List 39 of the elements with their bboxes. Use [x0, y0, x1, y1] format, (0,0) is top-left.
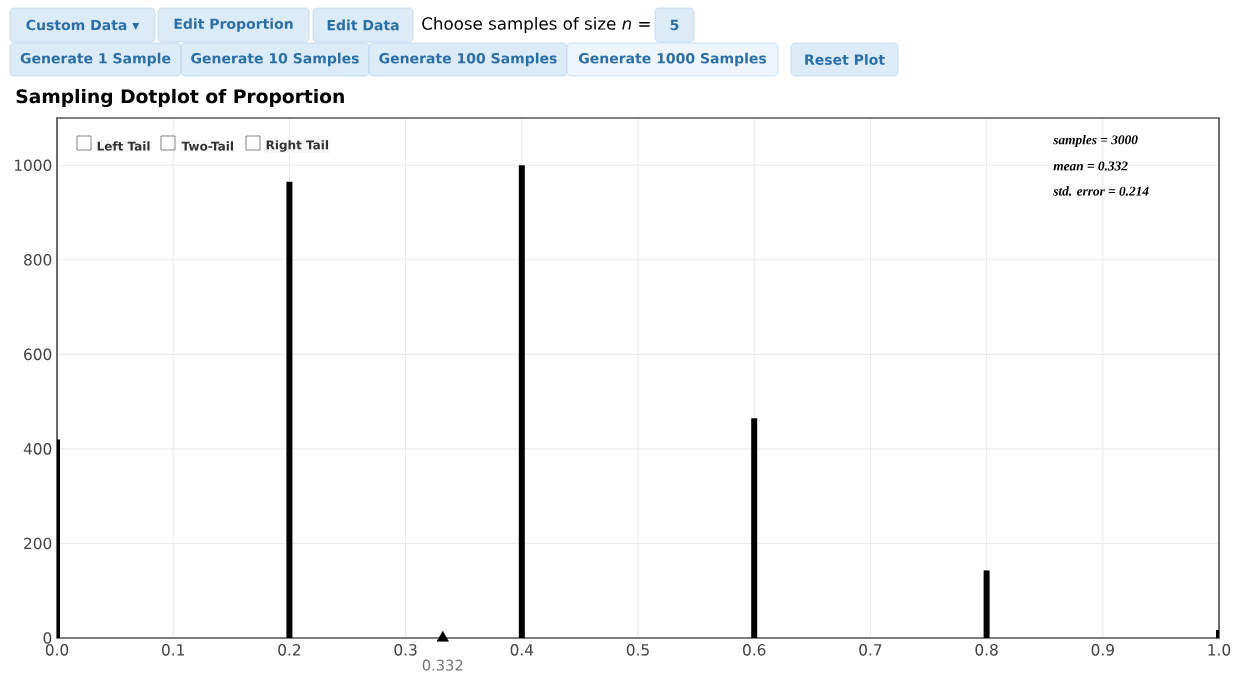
annotation: 0.332: [422, 659, 463, 671]
text: Reset Plot: [805, 54, 885, 65]
text: Choose samples of size n =: [422, 16, 650, 34]
y-tick-label: 0: [43, 632, 52, 644]
text: Generate 10 Samples: [191, 52, 359, 67]
text: 5: [670, 19, 679, 31]
bar: [286, 181, 293, 638]
x-tick-label: 0.7: [859, 644, 882, 656]
x-tick-label: 0.1: [162, 644, 184, 656]
annotation: mean = 0.332: [1053, 161, 1128, 171]
x-tick-label: 0.4: [510, 644, 534, 656]
chart-title: Sampling Dotplot of Proportion: [16, 88, 344, 108]
text: Generate 1 Sample: [20, 52, 171, 67]
y-tick-label: 400: [23, 443, 52, 455]
x-tick-label: 0.2: [278, 644, 301, 656]
y-tick-label: 200: [24, 537, 52, 550]
annotation: std. error = 0.214: [1053, 186, 1149, 196]
text: Generate 100 Samples: [379, 52, 557, 67]
text: Generate 1000 Samples: [578, 52, 767, 67]
bar: [751, 418, 758, 638]
annotation: samples = 3000: [1053, 134, 1138, 148]
x-tick-label: 0.6: [743, 644, 766, 656]
y-tick-label: 1000: [14, 159, 52, 172]
text: Edit Data: [327, 19, 399, 31]
annotation: Left Tail: [97, 141, 150, 151]
x-tick-label: 0.9: [1091, 644, 1114, 656]
x-tick-label: 0.5: [626, 644, 649, 656]
y-tick-label: 800: [24, 254, 52, 266]
x-tick-label: 0.0: [45, 644, 69, 656]
bar: [518, 165, 525, 638]
annotation: Right Tail: [266, 140, 328, 152]
bar: [983, 570, 990, 638]
y-tick-label: 600: [24, 348, 52, 361]
x-tick-label: 0.8: [975, 644, 998, 656]
text: Edit Proportion: [174, 18, 293, 32]
x-tick-label: 0.3: [394, 644, 417, 656]
x-tick-label: 1.0: [1208, 644, 1231, 656]
text: Custom Data ▾: [26, 19, 140, 31]
annotation: Two-Tail: [181, 141, 233, 151]
